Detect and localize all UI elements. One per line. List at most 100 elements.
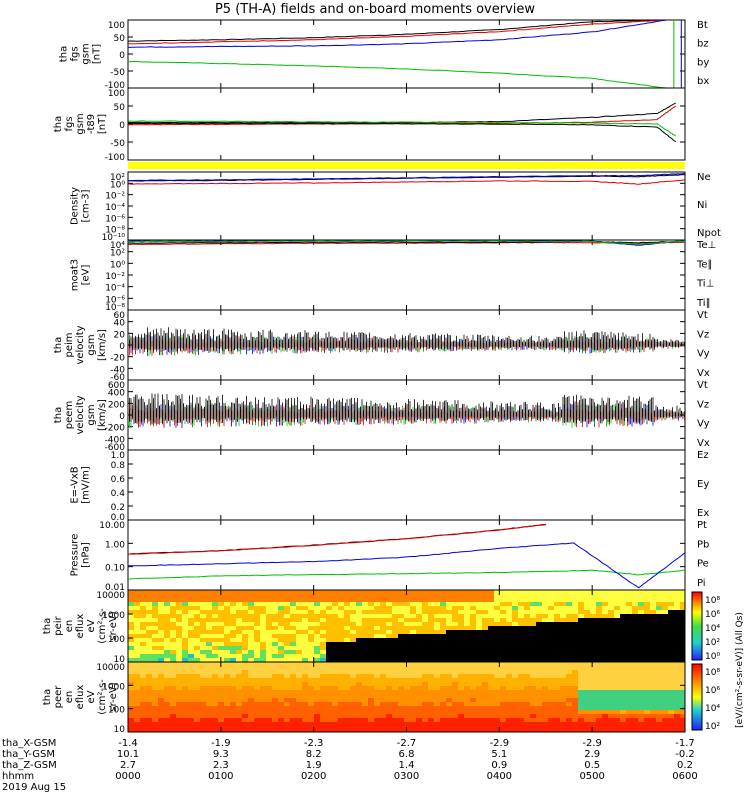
spectrogram-cell <box>656 590 662 594</box>
legend-entry: Pt <box>697 520 707 531</box>
spectrogram-cell <box>344 618 350 622</box>
spectrogram-cell <box>128 630 134 634</box>
spectrogram-cell <box>308 658 314 662</box>
spectrogram-cell <box>350 726 356 730</box>
spectrogram-cell <box>332 718 338 722</box>
spectrogram-cell <box>596 638 602 642</box>
spectrogram-cell <box>410 670 416 674</box>
spectrogram-cell <box>170 730 176 732</box>
spectrogram-cell <box>560 662 566 666</box>
spectrogram-cell <box>296 630 302 634</box>
spectrogram-cell <box>452 690 458 694</box>
spectrogram-cell <box>146 678 152 682</box>
spectrogram-cell <box>218 654 224 658</box>
y-tick-label: 0.01 <box>105 583 125 593</box>
spectrogram-cell <box>500 662 506 666</box>
spectrogram-cell <box>608 666 614 670</box>
spectrogram-cell <box>368 722 374 726</box>
spectrogram-cell <box>512 722 518 726</box>
spectrogram-cell <box>398 666 404 670</box>
spectrogram-cell <box>554 634 560 638</box>
spectrogram-cell <box>338 678 344 682</box>
spectrogram-cell <box>578 594 584 598</box>
spectrogram-cell <box>200 658 206 662</box>
spectrogram-cell <box>632 726 638 730</box>
spectrogram-cell <box>158 626 164 630</box>
spectrogram-cell <box>362 722 368 726</box>
spectrogram-cell <box>680 702 685 706</box>
spectrogram-cell <box>536 598 542 602</box>
spectrogram-cell <box>626 634 632 638</box>
spectrogram-cell <box>164 634 170 638</box>
spectrogram-cell <box>632 590 638 594</box>
spectrogram-cell <box>644 594 650 598</box>
spectrogram-cell <box>422 626 428 630</box>
spectrogram-cell <box>176 618 182 622</box>
spectrogram-cell <box>200 638 206 642</box>
spectrogram-cell <box>134 658 140 662</box>
spectrogram-cell <box>194 662 200 666</box>
x-axis-value: 2.9 <box>584 749 600 760</box>
spectrogram-cell <box>470 706 476 710</box>
spectrogram-cell <box>398 694 404 698</box>
spectrogram-cell <box>302 658 308 662</box>
spectrogram-cell <box>290 722 296 726</box>
spectrogram-cell <box>644 686 650 690</box>
spectrogram-cell <box>314 634 320 638</box>
spectrogram-cell <box>398 686 404 690</box>
spectrogram-cell <box>326 690 332 694</box>
spectrogram-cell <box>608 626 614 630</box>
spectrogram-cell <box>266 654 272 658</box>
spectrogram-cell <box>218 622 224 626</box>
spectrogram-cell <box>176 662 182 666</box>
spectrogram-cell <box>392 726 398 730</box>
spectrogram-cell <box>392 694 398 698</box>
spectrogram-cell <box>380 626 386 630</box>
spectrogram-cell <box>368 594 374 598</box>
spectrogram-cell <box>428 610 434 614</box>
spectrogram-cell <box>176 702 182 706</box>
spectrogram-cell <box>332 650 338 654</box>
spectrogram-cell <box>560 714 566 718</box>
spectrogram-cell <box>668 602 674 606</box>
spectrogram-cell <box>464 674 470 678</box>
spectrogram-cell <box>596 626 602 630</box>
spectrogram-cell <box>212 630 218 634</box>
spectrogram-cell <box>644 702 650 706</box>
spectrogram-cell <box>572 630 578 634</box>
spectrogram-cell <box>284 614 290 618</box>
spectrogram-cell <box>230 626 236 630</box>
y-axis-label-line: moat3 <box>70 259 81 291</box>
spectrogram-cell <box>620 714 626 718</box>
spectrogram-cell <box>194 650 200 654</box>
spectrogram-cell <box>212 602 218 606</box>
series-line-Ni <box>128 174 685 182</box>
spectrogram-cell <box>296 718 302 722</box>
spectrogram-cell <box>140 670 146 674</box>
spectrogram-cell <box>140 694 146 698</box>
spectrogram-cell <box>134 674 140 678</box>
spectrogram-cell <box>338 682 344 686</box>
velocity-trace <box>128 401 685 429</box>
spectrogram-cell <box>680 666 685 670</box>
y-tick-label: 100 <box>108 635 125 645</box>
spectrogram-cell <box>410 658 416 662</box>
spectrogram-cell <box>530 722 536 726</box>
spectrogram-cell <box>662 634 668 638</box>
spectrogram-cell <box>134 646 140 650</box>
spectrogram-cell <box>494 690 500 694</box>
spectrogram-cell <box>296 690 302 694</box>
spectrogram-cell <box>500 714 506 718</box>
spectrogram-cell <box>368 710 374 714</box>
spectrogram-cell <box>392 618 398 622</box>
spectrogram-cell <box>452 694 458 698</box>
spectrogram-cell <box>650 606 656 610</box>
spectrogram-cell <box>572 634 578 638</box>
spectrogram-cell <box>536 658 542 662</box>
spectrogram-cell <box>482 694 488 698</box>
spectrogram-cell <box>458 658 464 662</box>
spectrogram-cell <box>638 706 644 710</box>
spectrogram-cell <box>620 598 626 602</box>
spectrogram-cell <box>356 626 362 630</box>
spectrogram-cell <box>260 642 266 646</box>
